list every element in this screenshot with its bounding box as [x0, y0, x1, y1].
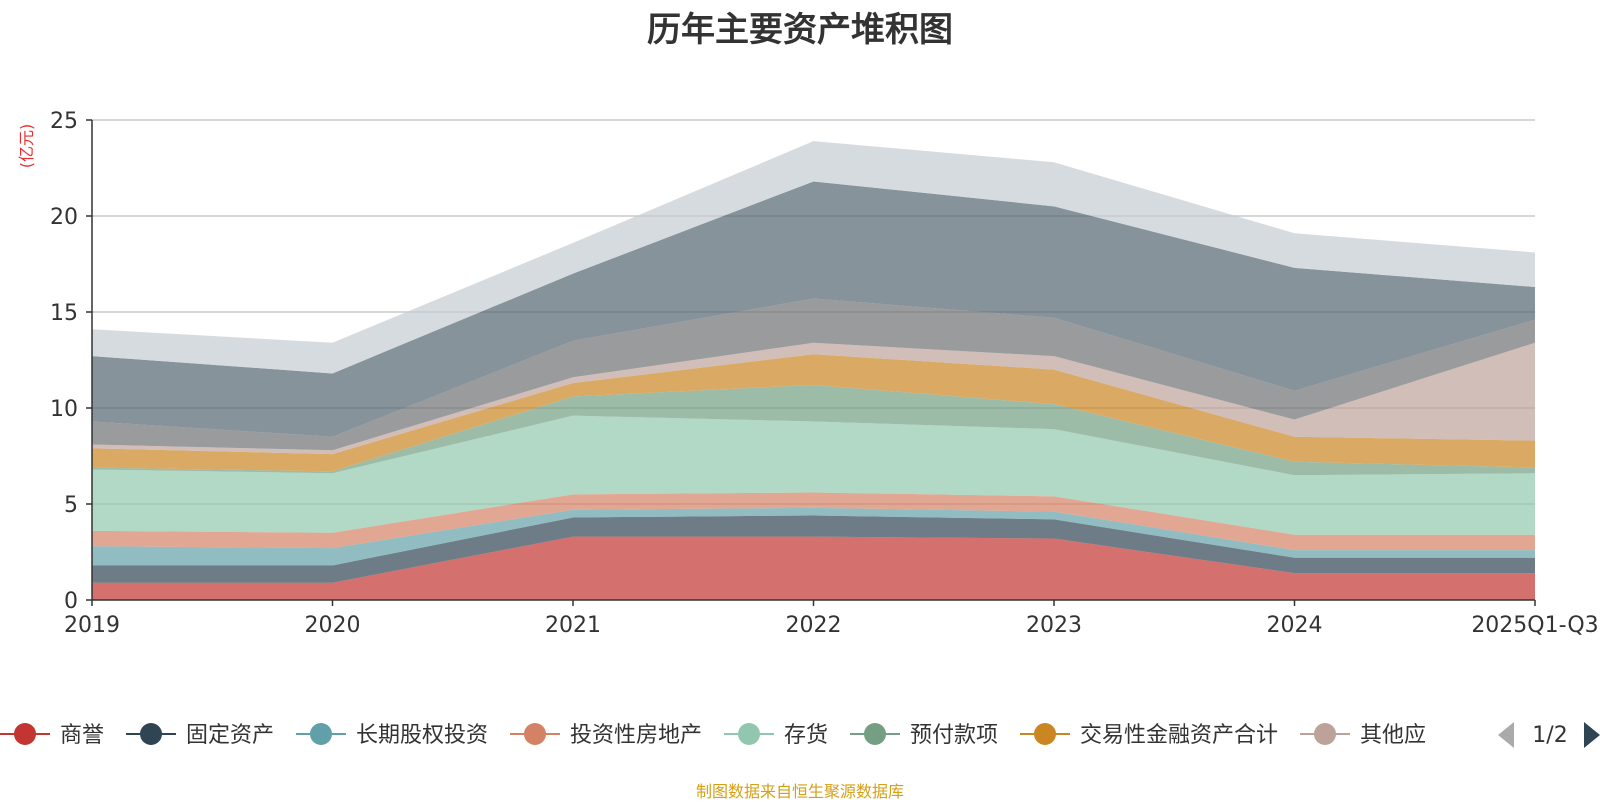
legend-label-6: 交易性金融资产合计 — [1080, 723, 1278, 748]
legend-item-5[interactable]: 预付款项 — [850, 723, 998, 748]
x-tick-label-0: 2019 — [64, 613, 120, 638]
legend-marker-3 — [524, 723, 546, 745]
stacked-areas[interactable] — [92, 141, 1535, 600]
legend-item-6[interactable]: 交易性金融资产合计 — [1020, 723, 1278, 748]
y-tick-label-0: 0 — [64, 589, 78, 614]
axes: 0 5 10 15 20 25 2019 2020 2021 2022 2023 2024 2025Q1… — [50, 109, 1599, 638]
y-tick-label-2: 10 — [50, 397, 78, 422]
legend-marker-0 — [14, 723, 36, 745]
legend-item-1[interactable]: 固定资产 — [126, 723, 274, 748]
area-series-6[interactable] — [92, 354, 1535, 472]
x-tick-label-1: 2020 — [305, 613, 361, 638]
y-tick-label-5: 25 — [50, 109, 78, 134]
legend-marker-4 — [738, 723, 760, 745]
y-tick-label-3: 15 — [50, 301, 78, 326]
legend-label-1: 固定资产 — [186, 723, 274, 748]
x-tick-label-4: 2023 — [1026, 613, 1082, 638]
legend-item-3[interactable]: 投资性房地产 — [510, 723, 702, 748]
area-series-3[interactable] — [92, 492, 1535, 551]
legend-item-2[interactable]: 长期股权投资 — [296, 723, 488, 748]
area-series-10[interactable] — [92, 141, 1535, 374]
legend-prev-page-icon[interactable] — [1498, 722, 1514, 748]
legend[interactable]: 商誉 固定资产 长期股权投资 投资性房地产 存货 预付款项 交易性金融资产合计 其他应 1/2 — [0, 722, 1600, 748]
legend-label-0: 商誉 — [60, 723, 104, 748]
data-source-note: 制图数据来自恒生聚源数据库 — [695, 782, 904, 801]
legend-pager: 1/2 — [1498, 722, 1600, 748]
chart-title: 历年主要资产堆积图 — [647, 10, 953, 50]
area-series-0[interactable] — [92, 536, 1535, 600]
x-tick-label-3: 2022 — [786, 613, 842, 638]
area-series-4[interactable] — [92, 415, 1535, 535]
y-axis-unit-label: (亿元) — [17, 124, 36, 169]
area-series-1[interactable] — [92, 515, 1535, 583]
area-series-8[interactable] — [92, 298, 1535, 451]
legend-marker-5 — [864, 723, 886, 745]
area-series-5[interactable] — [92, 384, 1535, 476]
legend-label-4: 存货 — [784, 723, 828, 748]
legend-item-7[interactable]: 其他应 — [1300, 723, 1426, 748]
legend-item-4[interactable]: 存货 — [724, 723, 828, 748]
legend-marker-7 — [1314, 723, 1336, 745]
y-tick-label-4: 20 — [50, 205, 78, 230]
y-tick-label-1: 5 — [64, 493, 78, 518]
legend-label-7: 其他应 — [1360, 723, 1426, 748]
legend-label-2: 长期股权投资 — [356, 723, 488, 748]
legend-label-3: 投资性房地产 — [570, 723, 702, 748]
legend-marker-2 — [310, 723, 332, 745]
legend-marker-6 — [1034, 723, 1056, 745]
x-tick-label-2: 2021 — [545, 613, 601, 638]
area-series-9[interactable] — [92, 181, 1535, 437]
x-tick-label-6: 2025Q1-Q3 — [1471, 613, 1598, 638]
legend-item-0[interactable]: 商誉 — [0, 723, 104, 748]
legend-label-5: 预付款项 — [910, 723, 998, 748]
legend-page-indicator: 1/2 — [1532, 723, 1567, 748]
legend-next-page-icon[interactable] — [1584, 722, 1600, 748]
legend-marker-1 — [140, 723, 162, 745]
x-tick-label-5: 2024 — [1267, 613, 1323, 638]
area-series-2[interactable] — [92, 507, 1535, 566]
